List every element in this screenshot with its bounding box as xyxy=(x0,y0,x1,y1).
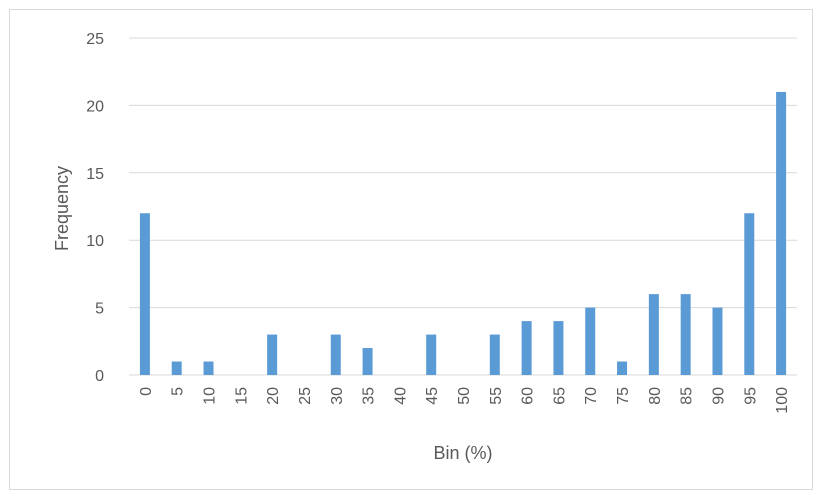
x-tick-label: 100 xyxy=(774,387,791,414)
x-tick-label: 75 xyxy=(615,387,632,405)
bar-90 xyxy=(712,307,723,375)
bar-5 xyxy=(171,361,182,375)
y-tick-label: 15 xyxy=(86,166,104,183)
x-tick-label: 10 xyxy=(202,387,219,405)
x-tick-label: 45 xyxy=(424,387,441,405)
x-tick-label: 65 xyxy=(551,387,568,405)
x-tick-label: 15 xyxy=(233,387,250,405)
x-tick-label: 95 xyxy=(742,387,759,405)
bar-85 xyxy=(680,294,691,375)
y-tick-label: 5 xyxy=(95,301,104,318)
x-axis-title: Bin (%) xyxy=(433,443,492,463)
y-axis-title: Frequency xyxy=(52,166,72,251)
bar-30 xyxy=(330,334,341,375)
x-tick-label: 60 xyxy=(520,387,537,405)
bar-80 xyxy=(648,294,659,375)
x-tick-label: 50 xyxy=(456,387,473,405)
bar-35 xyxy=(362,348,373,375)
x-tick-label: 55 xyxy=(488,387,505,405)
bar-75 xyxy=(617,361,628,375)
bar-10 xyxy=(203,361,214,375)
x-tick-label: 70 xyxy=(583,387,600,405)
x-axis-ticks: 0 5 10 15 20 25 30 35 40 45 50 55 60 65 70 75 80 85 90 95 10… xyxy=(138,387,791,414)
x-tick-label: 35 xyxy=(361,387,378,405)
x-tick-label: 85 xyxy=(679,387,696,405)
x-tick-label: 5 xyxy=(170,387,187,396)
x-tick-label: 30 xyxy=(329,387,346,405)
x-tick-label: 25 xyxy=(297,387,314,405)
bar-95 xyxy=(744,213,755,375)
x-tick-label: 40 xyxy=(392,387,409,405)
bar-100 xyxy=(776,91,787,376)
grid-lines xyxy=(129,37,797,376)
bars xyxy=(139,91,787,376)
bar-0 xyxy=(139,213,150,375)
y-tick-label: 0 xyxy=(95,368,104,385)
y-tick-label: 25 xyxy=(86,31,104,48)
x-tick-label: 80 xyxy=(647,387,664,405)
bar-70 xyxy=(585,307,596,375)
x-tick-label: 90 xyxy=(710,387,727,405)
y-tick-label: 20 xyxy=(86,98,104,115)
bar-55 xyxy=(489,334,500,375)
bar-45 xyxy=(426,334,437,375)
bar-65 xyxy=(553,321,564,375)
bar-20 xyxy=(267,334,278,375)
y-tick-label: 10 xyxy=(86,233,104,250)
y-axis-ticks: 0 5 10 15 20 25 xyxy=(86,31,104,385)
x-tick-label: 0 xyxy=(138,387,155,396)
bar-60 xyxy=(521,321,532,375)
x-tick-label: 20 xyxy=(265,387,282,405)
